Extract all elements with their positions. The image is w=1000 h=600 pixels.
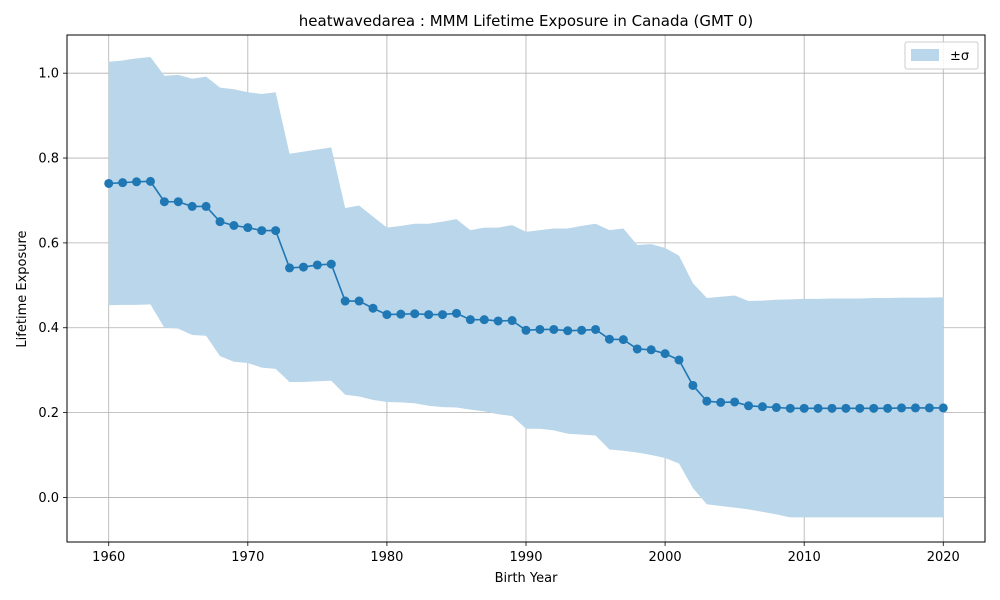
- y-tick-label: 0.4: [38, 321, 59, 336]
- x-tick-label: 1980: [370, 550, 403, 565]
- data-point: [132, 177, 141, 186]
- data-point: [216, 217, 225, 226]
- data-point: [229, 221, 238, 230]
- data-point: [438, 310, 447, 319]
- y-tick-label: 0.0: [38, 491, 59, 506]
- x-tick-label: 2000: [649, 550, 682, 565]
- data-point: [772, 403, 781, 412]
- y-tick-label: 0.6: [38, 236, 59, 251]
- data-point: [897, 403, 906, 412]
- data-point: [271, 226, 280, 235]
- data-point: [939, 403, 948, 412]
- x-tick-label: 1960: [92, 550, 125, 565]
- data-point: [786, 404, 795, 413]
- data-point: [841, 404, 850, 413]
- data-point: [202, 202, 211, 211]
- data-point: [494, 316, 503, 325]
- data-point: [535, 325, 544, 334]
- data-point: [299, 263, 308, 272]
- data-point: [257, 226, 266, 235]
- x-tick-label: 1990: [509, 550, 542, 565]
- y-axis-title: Lifetime Exposure: [15, 230, 30, 347]
- data-point: [744, 401, 753, 410]
- legend-band-swatch: [911, 49, 939, 61]
- legend: ±σ: [905, 42, 978, 69]
- data-point: [758, 402, 767, 411]
- data-point: [466, 315, 475, 324]
- data-point: [716, 398, 725, 407]
- data-point: [675, 355, 684, 364]
- data-point: [285, 263, 294, 272]
- data-point: [118, 178, 127, 187]
- x-axis-title: Birth Year: [495, 571, 559, 586]
- data-point: [480, 315, 489, 324]
- data-point: [160, 197, 169, 206]
- data-point: [911, 403, 920, 412]
- data-point: [814, 404, 823, 413]
- y-tick-label: 1.0: [38, 67, 59, 82]
- x-tick-label: 1970: [231, 550, 264, 565]
- data-point: [869, 404, 878, 413]
- data-point: [563, 326, 572, 335]
- data-point: [661, 349, 670, 358]
- data-point: [188, 202, 197, 211]
- data-point: [883, 404, 892, 413]
- data-point: [800, 404, 809, 413]
- data-point: [146, 177, 155, 186]
- data-point: [925, 403, 934, 412]
- data-point: [577, 326, 586, 335]
- data-point: [410, 309, 419, 318]
- x-tick-label: 2010: [788, 550, 821, 565]
- data-point: [424, 310, 433, 319]
- data-point: [828, 404, 837, 413]
- data-point: [702, 397, 711, 406]
- chart-title: heatwavedarea : MMM Lifetime Exposure in…: [299, 12, 753, 30]
- data-point: [633, 344, 642, 353]
- data-point: [369, 304, 378, 313]
- data-point: [522, 326, 531, 335]
- data-point: [104, 179, 113, 188]
- data-point: [730, 397, 739, 406]
- legend-band-label: ±σ: [950, 49, 969, 64]
- data-point: [341, 297, 350, 306]
- data-point: [382, 310, 391, 319]
- data-point: [452, 309, 461, 318]
- data-point: [174, 197, 183, 206]
- data-point: [355, 297, 364, 306]
- data-point: [619, 335, 628, 344]
- data-point: [591, 325, 600, 334]
- data-point: [243, 223, 252, 232]
- data-point: [508, 316, 517, 325]
- data-point: [549, 325, 558, 334]
- x-tick-label: 2020: [927, 550, 960, 565]
- y-tick-label: 0.8: [38, 152, 59, 167]
- data-point: [605, 335, 614, 344]
- data-point: [396, 310, 405, 319]
- data-point: [647, 345, 656, 354]
- data-point: [313, 260, 322, 269]
- y-tick-label: 0.2: [38, 406, 59, 421]
- data-point: [855, 404, 864, 413]
- data-point: [688, 381, 697, 390]
- data-point: [327, 260, 336, 269]
